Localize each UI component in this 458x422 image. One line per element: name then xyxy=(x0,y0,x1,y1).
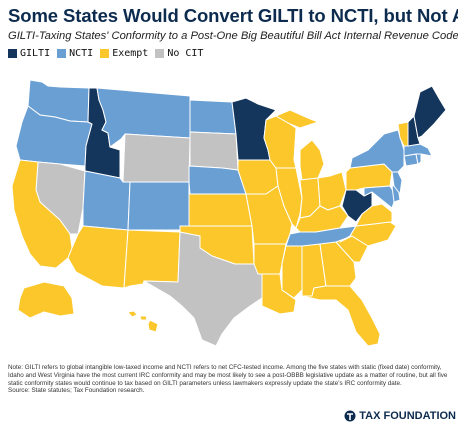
state-HI-2 xyxy=(139,315,148,321)
state-SD xyxy=(189,131,239,171)
state-MA xyxy=(403,143,433,157)
legend-label: Exempt xyxy=(112,48,149,59)
note-text: Note: GILTI refers to global intangible … xyxy=(8,364,448,387)
chart-subtitle: GILTI-Taxing States' Conformity to a Pos… xyxy=(8,30,458,42)
legend-item-exempt: Exempt xyxy=(100,48,148,59)
state-FL xyxy=(301,285,381,347)
state-ME xyxy=(413,85,447,139)
state-AR xyxy=(253,243,287,275)
state-TX xyxy=(143,231,263,347)
state-NJ xyxy=(391,171,403,195)
legend-swatch xyxy=(8,49,17,58)
state-ND xyxy=(189,99,237,135)
source-text: Source: State statutes; Tax Foundation r… xyxy=(8,387,145,395)
legend-swatch xyxy=(57,49,67,58)
state-MI-UP xyxy=(275,109,319,129)
state-MD xyxy=(363,185,397,209)
legend-item-ncti: NCTI xyxy=(57,48,93,59)
legend-item-no-cit: No CIT xyxy=(155,48,203,59)
state-HI-3 xyxy=(147,319,159,333)
state-WI xyxy=(263,115,297,169)
state-NE xyxy=(188,165,247,195)
legend-item-gilti: GILTI xyxy=(8,48,50,59)
brand-name: TAX FOUNDATION xyxy=(359,410,456,422)
footnote: Note: GILTI refers to global intangible … xyxy=(8,364,454,395)
state-AK xyxy=(17,281,75,319)
chart-title: Some States Would Convert GILTI to NCTI,… xyxy=(8,5,458,26)
state-MS xyxy=(281,245,303,299)
state-KS xyxy=(188,193,253,227)
legend-swatch xyxy=(100,49,110,58)
tax-foundation-logo-icon xyxy=(344,410,356,422)
legend-label: NCTI xyxy=(69,48,94,59)
state-AZ xyxy=(67,225,129,289)
state-NH xyxy=(407,115,421,147)
state-VA xyxy=(339,203,393,229)
state-MI xyxy=(299,139,325,181)
state-VT xyxy=(397,121,409,147)
state-WY xyxy=(122,133,191,183)
us-map xyxy=(11,79,447,347)
legend-label: GILTI xyxy=(20,48,51,59)
legend: GILTI NCTI Exempt No CIT xyxy=(8,48,210,59)
brand: TAX FOUNDATION xyxy=(344,410,456,422)
state-HI xyxy=(127,310,138,318)
state-LA xyxy=(257,273,297,315)
state-IA xyxy=(237,159,279,195)
state-CO xyxy=(127,181,190,231)
state-NC xyxy=(339,221,397,247)
legend-swatch xyxy=(155,49,165,58)
state-NM xyxy=(123,229,181,289)
state-OH xyxy=(317,171,347,211)
state-MO xyxy=(245,185,293,245)
legend-label: No CIT xyxy=(167,48,204,59)
